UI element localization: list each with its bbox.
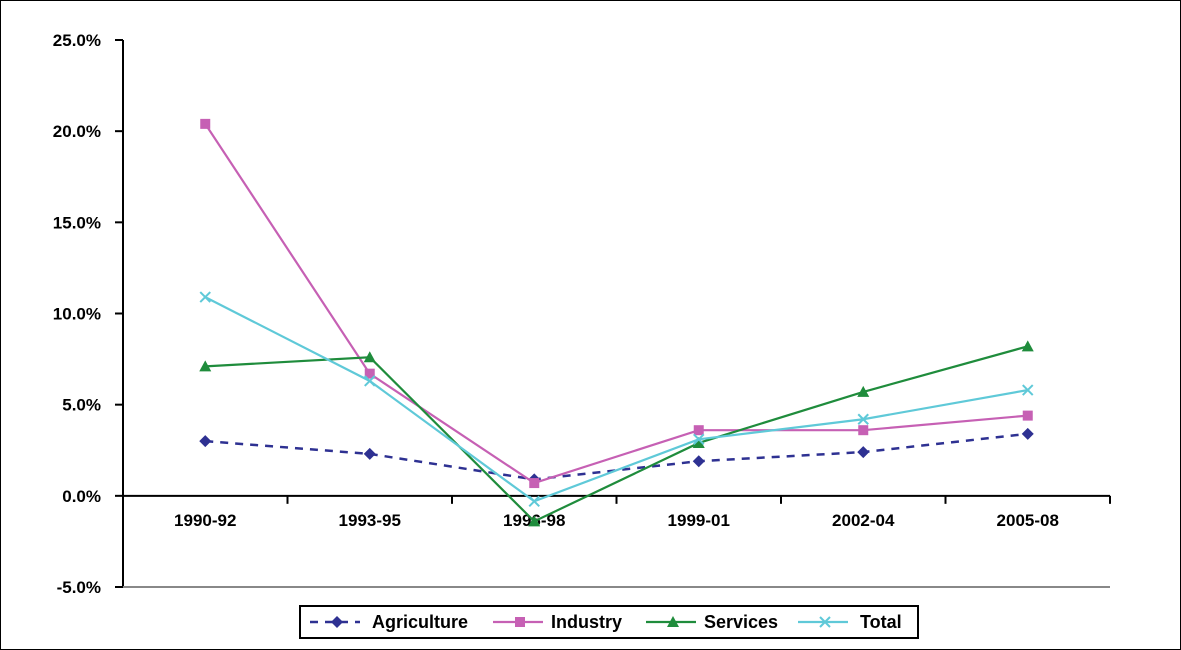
data-point-agriculture — [692, 455, 705, 468]
data-point-industry — [529, 478, 540, 489]
y-tick-label: -5.0% — [57, 578, 101, 597]
y-axis: 25.0% 20.0% 15.0% 10.0% 5.0% 0.0% -5.0% — [53, 31, 124, 597]
legend-label-industry: Industry — [551, 612, 622, 632]
data-point-industry — [364, 368, 375, 379]
data-point-total — [199, 291, 211, 303]
data-point-total — [528, 495, 540, 508]
series-line-total — [204, 296, 1028, 503]
legend-marker-total — [819, 616, 831, 628]
legend-label-agriculture: Agriculture — [372, 612, 468, 632]
data-point-services — [857, 385, 870, 397]
y-tick-label: 10.0% — [53, 305, 101, 324]
x-tick-label: 1993-95 — [339, 511, 401, 530]
data-point-agriculture — [1021, 427, 1034, 440]
data-point-agriculture — [199, 435, 212, 448]
data-point-industry — [200, 118, 211, 129]
x-tick-label: 1990-92 — [174, 511, 236, 530]
y-tick-label: 15.0% — [53, 213, 101, 232]
legend-label-total: Total — [860, 612, 902, 632]
data-point-total — [364, 375, 376, 387]
data-point-total — [857, 413, 869, 425]
series-line-industry — [204, 123, 1028, 485]
legend-marker-industry — [515, 617, 525, 627]
legend-marker-services — [667, 616, 679, 627]
data-point-services — [199, 360, 212, 372]
x-tick-label: 2002-04 — [832, 511, 895, 530]
y-tick-label: 5.0% — [62, 396, 101, 415]
data-point-industry — [693, 425, 704, 436]
y-tick-label: 0.0% — [62, 487, 101, 506]
data-point-industry — [858, 425, 869, 436]
series-line-agriculture — [205, 432, 1028, 481]
legend: Agriculture Industry Services Total — [299, 605, 919, 639]
data-point-industry — [1022, 410, 1033, 421]
legend-marker-agriculture — [331, 616, 343, 628]
x-tick-label: 1999-01 — [668, 511, 730, 530]
data-point-agriculture — [857, 446, 870, 459]
data-point-total — [1022, 384, 1034, 396]
data-point-services — [692, 436, 705, 448]
x-tick-label: 2005-08 — [997, 511, 1059, 530]
data-point-services — [363, 351, 376, 363]
data-point-services — [1021, 340, 1034, 352]
series-line-services — [205, 345, 1029, 523]
y-tick-label: 20.0% — [53, 122, 101, 141]
data-point-total — [693, 433, 705, 446]
series-lines — [199, 118, 1034, 527]
data-point-services — [528, 515, 541, 527]
x-axis: 1990-921993-951996-981999-012002-042005-… — [122, 494, 1111, 588]
data-point-agriculture — [363, 447, 376, 460]
y-tick-label: 25.0% — [53, 31, 101, 50]
legend-label-services: Services — [704, 612, 778, 632]
